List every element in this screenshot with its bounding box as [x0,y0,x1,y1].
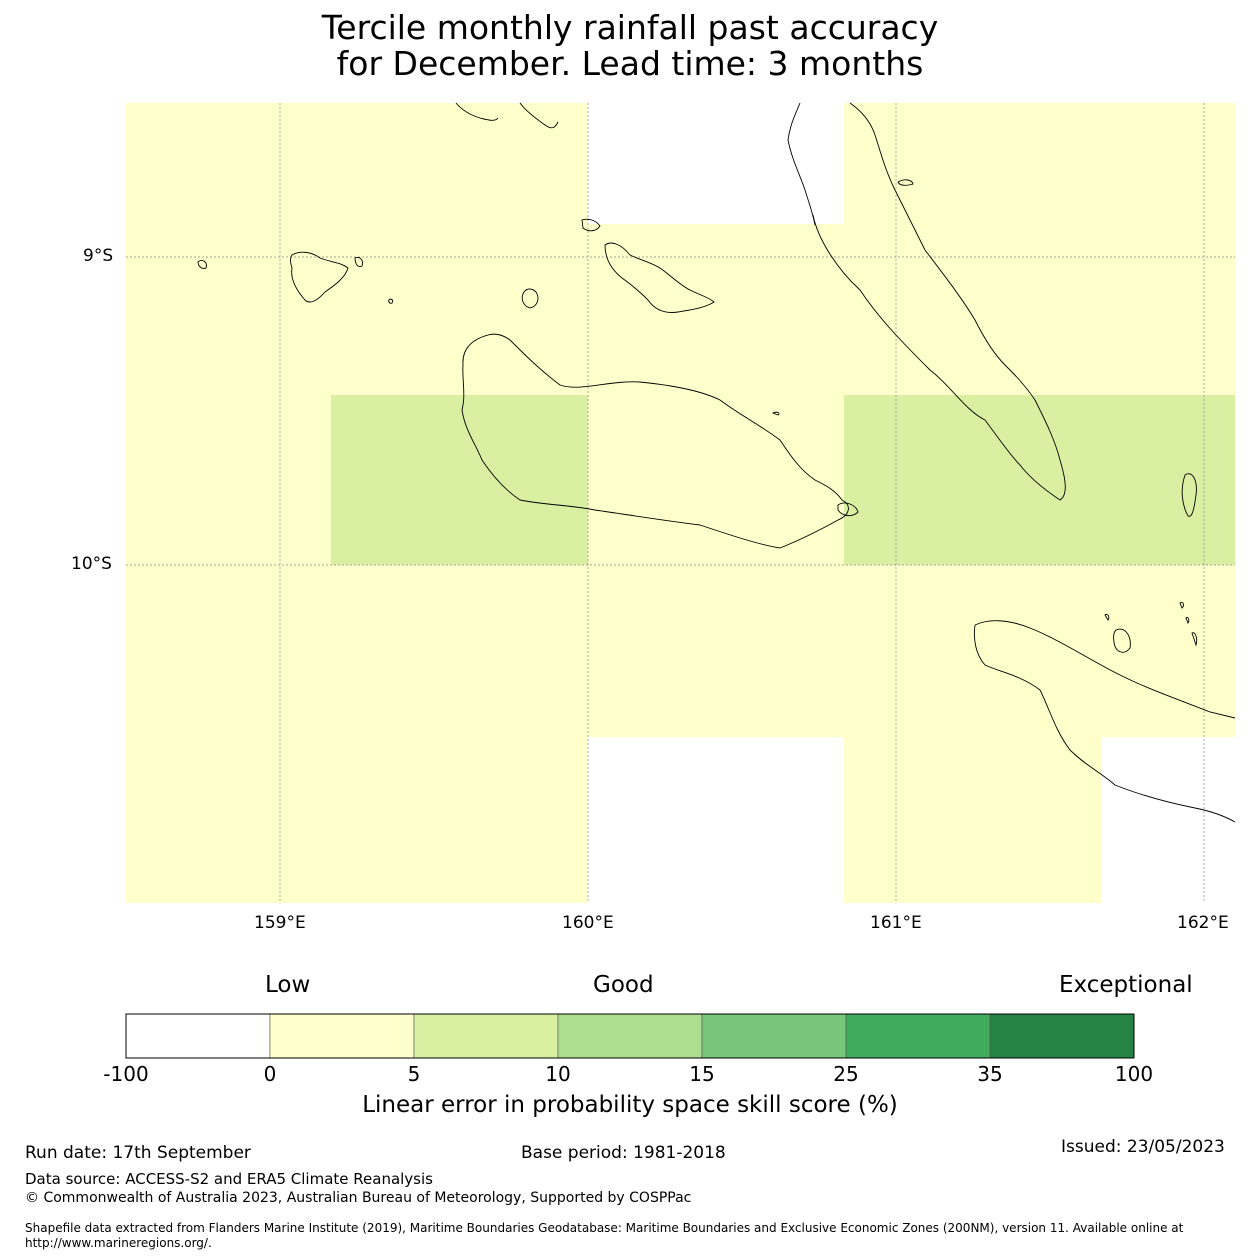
cell-good [844,395,1235,565]
coastline-isabel [787,102,816,226]
coastline-small [1185,617,1190,624]
coastline-small [1191,632,1198,647]
coastline-newgeorgia [455,102,499,121]
chart-title-line1: Tercile monthly rainfall past accuracy [321,8,939,47]
coastline-small [1113,628,1131,653]
lat-label: 9°S [83,246,114,266]
lat-label: 10°S [71,554,112,574]
colorbar-heading-good: Good [593,972,654,998]
chart-title-line2: for December. Lead time: 3 months [336,44,924,83]
coastline-small [897,179,914,186]
skill-cells [126,103,1235,903]
coastline-malaita [812,102,1066,501]
coastline-guadalcanal [461,333,849,549]
colorbar-tick: 15 [689,1062,715,1086]
lon-label: 159°E [254,913,306,933]
coastline-russell [354,257,363,267]
coastline-savo [521,288,539,309]
coastline-small [1104,614,1110,621]
colorbar-tick: 0 [263,1062,277,1086]
cell-low [844,737,1101,903]
coastlines [197,102,1236,823]
data-source: Data source: ACCESS-S2 and ERA5 Climate … [25,1170,433,1188]
shapefile-credit-line2: http://www.marineregions.org/. [25,1236,212,1250]
run-date: Run date: 17th September [25,1143,251,1163]
coastline-newgeorgia [519,102,559,129]
colorbar-heading-exceptional: Exceptional [1059,972,1193,998]
colorbar-tick: -100 [103,1062,149,1086]
issued-date: Issued: 23/05/2023 [1061,1137,1225,1157]
coastline-makira [974,620,1236,719]
colorbar-title: Linear error in probability space skill … [362,1092,898,1118]
lon-label: 162°E [1177,913,1229,933]
cell-low [588,224,844,737]
colorbar-heading-low: Low [265,972,311,998]
colorbar-tick: 35 [977,1062,1003,1086]
coastline-florida [604,242,715,313]
coastline-small [771,411,780,416]
colorbar-tick: 10 [545,1062,571,1086]
colorbar-tick: 5 [407,1062,421,1086]
coastline-small [1179,602,1184,609]
coastline-florida [581,218,601,232]
colorbar-tick: 100 [1114,1062,1154,1086]
coastline-russell [290,251,349,303]
base-period: Base period: 1981-2018 [521,1143,726,1163]
coastline-small [837,502,859,517]
colorbar-tick: 25 [833,1062,859,1086]
coastline-makira [974,624,1236,823]
coastline-small [388,298,394,304]
copyright: © Commonwealth of Australia 2023, Austra… [25,1190,692,1206]
lon-label: 160°E [562,913,614,933]
coastline-small [197,259,207,269]
gridlines [126,103,1235,903]
coastline-small [1181,473,1197,517]
cell-good [331,395,588,565]
shapefile-credit-line1: Shapefile data extracted from Flanders M… [25,1221,1184,1235]
lon-label: 161°E [870,913,922,933]
